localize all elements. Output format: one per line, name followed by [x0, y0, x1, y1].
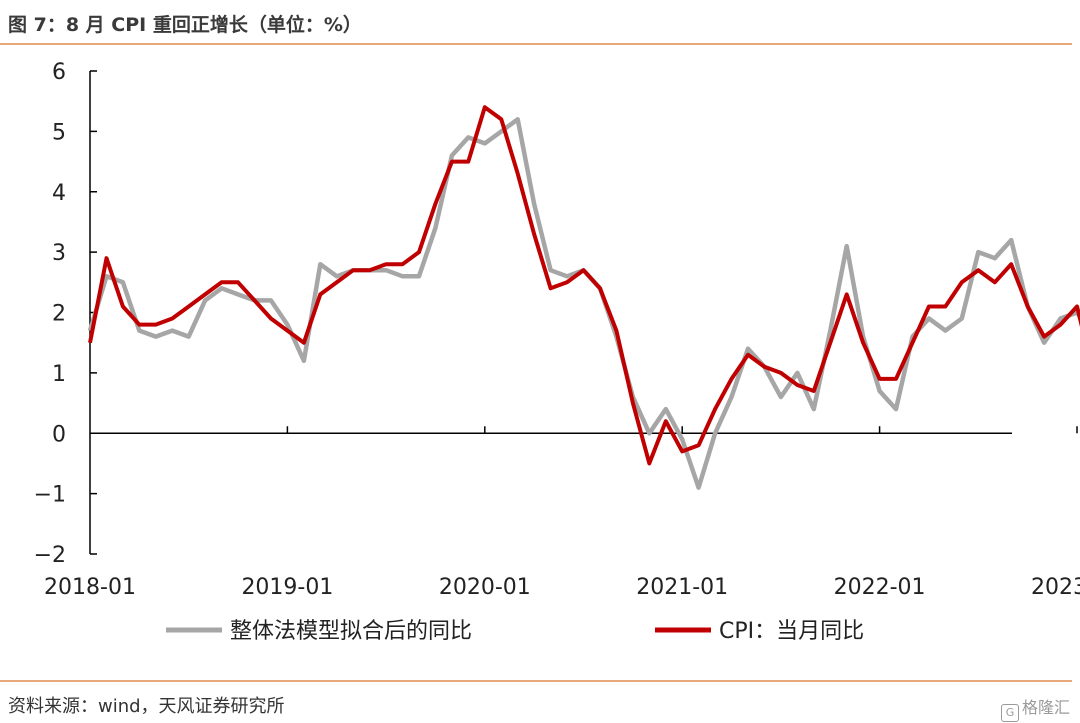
chart-header: 图 7：8 月 CPI 重回正增长（单位：%） — [0, 0, 1080, 44]
watermark: G 格隆汇 — [1000, 694, 1070, 722]
y-tick-label: 4 — [52, 181, 66, 206]
footer-divider — [0, 680, 1072, 682]
series-line-cpi-yoy — [88, 105, 1080, 466]
watermark-logo-icon: G — [1000, 704, 1019, 722]
y-tick-label: 6 — [52, 60, 66, 85]
y-tick-label: −2 — [34, 543, 66, 568]
x-tick-label: 2019-01 — [241, 575, 333, 600]
y-tick-label: 5 — [52, 120, 66, 145]
x-tick-label: 2018-01 — [44, 575, 136, 600]
x-tick-label: 2022-01 — [834, 575, 926, 600]
source-note: 资料来源：wind，天风证券研究所 — [8, 696, 285, 717]
line-chart: −2 −1 0 1 2 3 4 5 6 2018-01 2019-01 2020-01 2021-01 2… — [34, 60, 1080, 644]
y-tick-label: 2 — [52, 302, 66, 327]
x-tick-label: 2023-01 — [1031, 575, 1080, 600]
y-tick-label: 3 — [52, 241, 66, 266]
header-divider — [0, 43, 1072, 45]
chart-title: 图 7：8 月 CPI 重回正增长（单位：%） — [8, 14, 362, 36]
y-tick-label: 1 — [52, 362, 66, 387]
chart-axes: −2 −1 0 1 2 3 4 5 6 2018-01 2019-01 2020-01 2021-01 2… — [34, 60, 1080, 600]
legend-label: CPI：当月同比 — [719, 619, 864, 644]
y-tick-label: 0 — [52, 422, 66, 447]
watermark-text: 格隆汇 — [1021, 698, 1070, 717]
series-layer — [87, 105, 1080, 490]
x-tick-label: 2021-01 — [636, 575, 728, 600]
legend-label: 整体法模型拟合后的同比 — [230, 619, 472, 644]
series-line-model-fit — [87, 117, 1080, 490]
y-tick-label: −1 — [34, 483, 66, 508]
x-tick-label: 2020-01 — [439, 575, 531, 600]
chart-legend: 整体法模型拟合后的同比 CPI：当月同比 — [166, 619, 864, 644]
